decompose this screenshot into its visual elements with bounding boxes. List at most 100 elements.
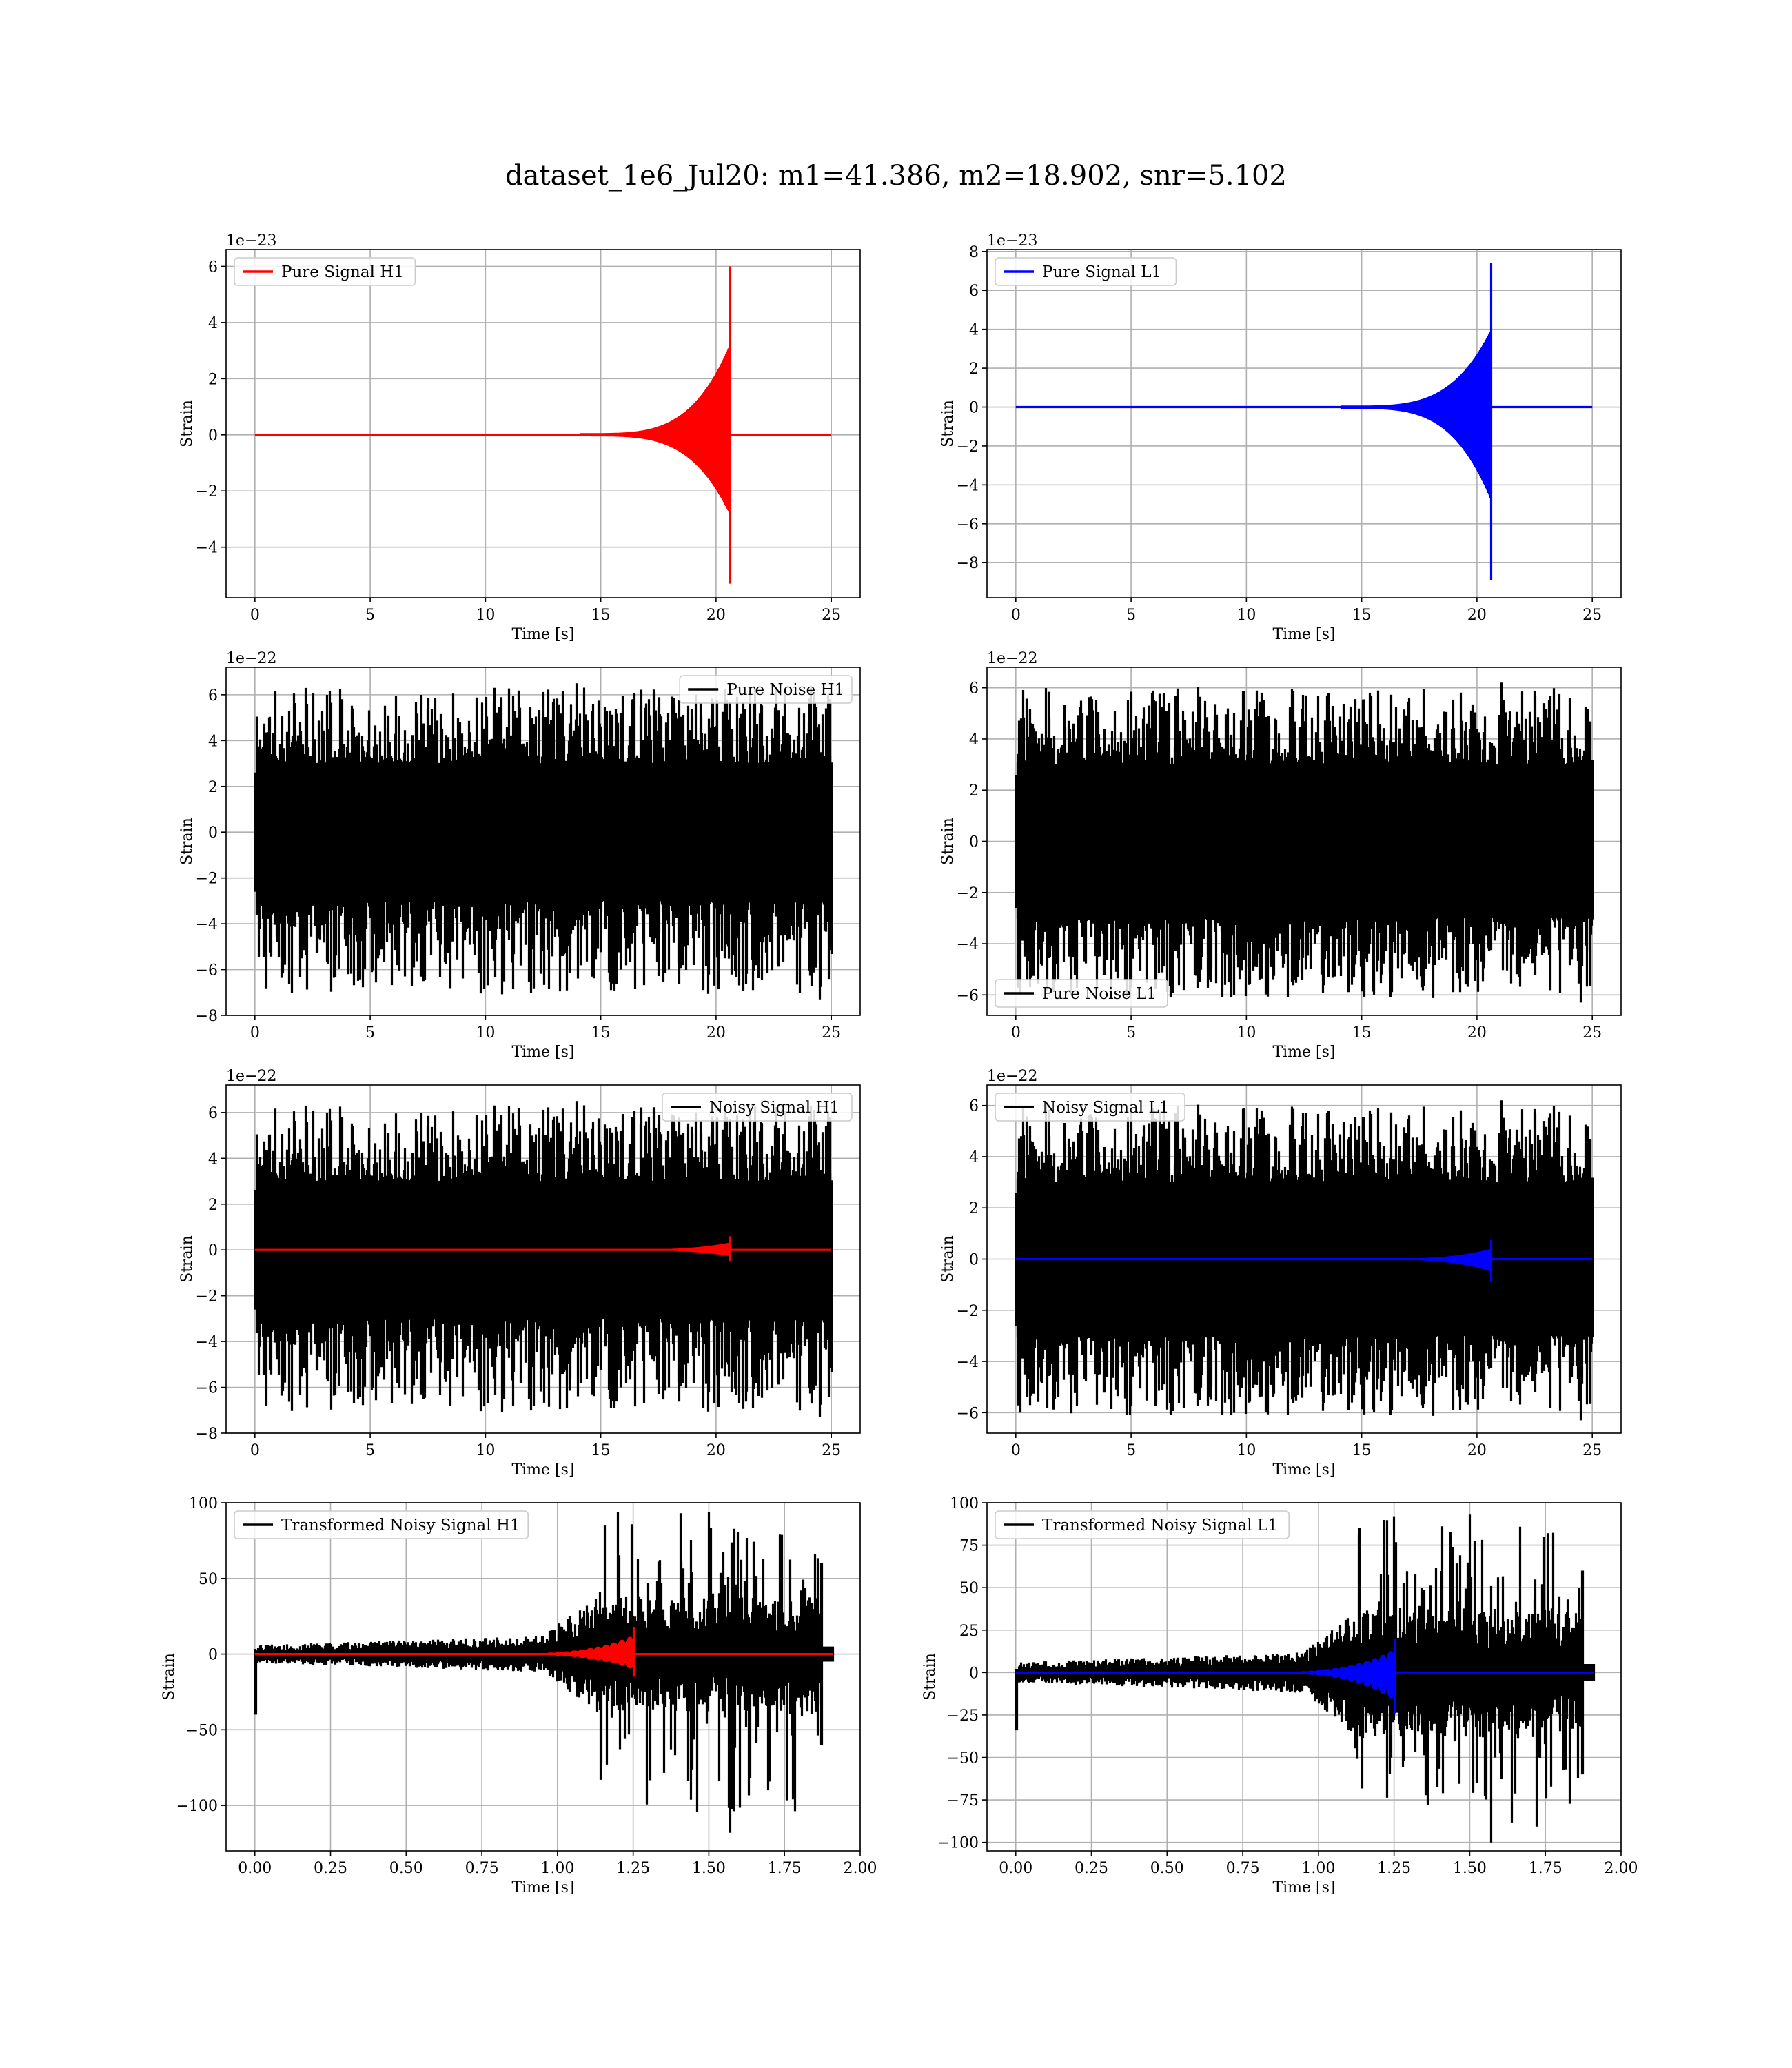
x-tick-label: 25 [822, 1442, 841, 1459]
subplot-pure-noise-l1: 0 5 10 15 20 25 −6 −4 −2 0 2 4 6 Time [s] Strain 1e−22 P… [939, 650, 1622, 1061]
legend-label: Transformed Noisy Signal H1 [281, 1517, 520, 1534]
y-tick-label: −2 [957, 885, 979, 902]
y-tick-label: 2 [208, 371, 218, 388]
y-tick-label: −2 [196, 1288, 218, 1306]
y-offset-label: 1e−22 [226, 1068, 276, 1085]
series-pure-signal-h1 [254, 266, 832, 584]
y-tick-label: −100 [176, 1798, 218, 1815]
plot-area [1015, 263, 1593, 580]
ticks: 0 5 10 15 20 25 −6 −4 −2 0 2 4 6 [957, 1098, 1602, 1459]
y-offset-label: 1e−22 [987, 650, 1037, 667]
x-tick-label: 10 [1236, 1442, 1256, 1459]
y-tick-label: 50 [198, 1571, 218, 1588]
x-tick-label: 10 [476, 1442, 495, 1459]
x-tick-label: 10 [476, 1024, 495, 1042]
y-axis-label: Strain [922, 1653, 939, 1701]
x-tick-label: 1.25 [1377, 1860, 1411, 1877]
legend-box [995, 1093, 1185, 1122]
x-axis-label: Time [s] [511, 1044, 574, 1061]
legend-box [995, 257, 1177, 286]
y-tick-label: 0 [208, 1647, 218, 1664]
legend: Pure Signal H1 [234, 257, 416, 286]
ticks: 0 5 10 15 20 25 −6 −4 −2 0 2 4 6 [957, 680, 1602, 1042]
x-tick-label: 1.50 [1453, 1860, 1487, 1877]
legend: Transformed Noisy Signal L1 [995, 1510, 1290, 1539]
y-tick-label: 6 [969, 283, 979, 300]
y-offset-label: 1e−23 [987, 232, 1037, 250]
x-axis-label: Time [s] [1272, 626, 1335, 643]
y-tick-label: 4 [969, 322, 979, 339]
series-pure-noise-h1 [254, 683, 833, 1000]
y-tick-label: 0 [969, 400, 979, 417]
y-tick-label: −50 [947, 1750, 979, 1767]
x-tick-label: 10 [1236, 1024, 1256, 1042]
plot-area [254, 1512, 835, 1833]
legend: Noisy Signal H1 [662, 1093, 853, 1122]
legend-label: Transformed Noisy Signal L1 [1042, 1517, 1278, 1534]
y-offset-label: 1e−22 [987, 1068, 1037, 1085]
y-tick-label: 6 [208, 258, 218, 276]
legend-label: Pure Noise L1 [1042, 985, 1157, 1003]
ticks: 0 5 10 15 20 25 −8 −6 −4 −2 0 2 4 6 8 [957, 244, 1602, 624]
y-tick-label: −75 [947, 1792, 979, 1810]
legend-box [234, 1510, 529, 1539]
y-tick-label: 2 [208, 1197, 218, 1214]
y-tick-label: 4 [208, 733, 218, 750]
y-tick-label: 0 [208, 1242, 218, 1259]
x-tick-label: 15 [1352, 1024, 1372, 1042]
x-tick-label: 0.75 [465, 1860, 499, 1877]
y-tick-label: 2 [208, 779, 218, 796]
x-axis-label: Time [s] [511, 626, 574, 643]
x-axis-label: Time [s] [1272, 1879, 1335, 1896]
series-pure-signal-l1 [1015, 263, 1593, 580]
y-tick-label: −6 [957, 516, 979, 534]
subplot-pure-signal-l1: 0 5 10 15 20 25 −8 −6 −4 −2 0 2 4 6 8 Time [s] Strain 1e−… [939, 232, 1622, 643]
figure-title: dataset_1e6_Jul20: m1=41.386, m2=18.902,… [505, 160, 1287, 192]
x-tick-label: 20 [1467, 607, 1487, 624]
y-tick-label: −6 [957, 987, 979, 1004]
y-tick-label: −2 [957, 1303, 979, 1320]
legend: Transformed Noisy Signal H1 [234, 1510, 529, 1539]
plot-area [1015, 682, 1594, 1003]
y-tick-label: 4 [969, 1149, 979, 1166]
legend-box [679, 675, 853, 704]
subplot-transformed-noisy-signal-h1: 0.00 0.25 0.50 0.75 1.00 1.25 1.50 1.75 2.00 −100… [161, 1495, 877, 1896]
series-chirp-overlay-1 [254, 1627, 833, 1677]
y-axis-label: Strain [939, 818, 957, 865]
plot-area [1015, 1514, 1596, 1843]
y-tick-label: 4 [208, 1150, 218, 1168]
legend: Noisy Signal L1 [995, 1093, 1185, 1122]
x-tick-label: 20 [1467, 1442, 1487, 1459]
y-tick-label: −2 [196, 483, 218, 500]
x-tick-label: 10 [1236, 607, 1256, 624]
y-axis-label: Strain [179, 1235, 196, 1283]
grid-lines [987, 250, 1621, 598]
x-tick-label: 2.00 [844, 1860, 877, 1877]
x-axis-label: Time [s] [1272, 1461, 1335, 1479]
y-tick-label: −50 [186, 1722, 218, 1739]
legend: Pure Noise L1 [995, 979, 1168, 1008]
y-tick-label: 0 [208, 427, 218, 445]
y-axis-label: Strain [939, 1235, 957, 1283]
x-tick-label: 0.00 [238, 1860, 272, 1877]
y-tick-label: −6 [196, 962, 218, 980]
series-chirp-overlay-1 [1015, 1639, 1594, 1714]
x-tick-label: 25 [1582, 1024, 1602, 1042]
axes-frame [225, 249, 861, 598]
y-tick-label: 0 [969, 834, 979, 851]
legend-label: Pure Noise H1 [726, 681, 844, 699]
y-tick-label: −4 [196, 1334, 218, 1351]
y-tick-label: 6 [969, 680, 979, 698]
y-tick-label: 2 [969, 782, 979, 800]
y-offset-label: 1e−23 [226, 232, 276, 250]
y-tick-label: −6 [196, 1380, 218, 1397]
subplot-noisy-signal-h1: 0 5 10 15 20 25 −8 −6 −4 −2 0 2 4 6 Time [s] Strain 1e−2… [179, 1068, 861, 1479]
y-tick-label: 6 [208, 687, 218, 704]
y-tick-label: −8 [196, 1426, 218, 1443]
axes-frame [986, 1502, 1622, 1852]
y-tick-label: −2 [957, 438, 979, 456]
x-tick-label: 25 [1582, 607, 1602, 624]
x-axis-label: Time [s] [511, 1461, 574, 1479]
legend: Pure Signal L1 [995, 257, 1177, 286]
series-chirp-overlay-1 [1015, 1239, 1593, 1282]
